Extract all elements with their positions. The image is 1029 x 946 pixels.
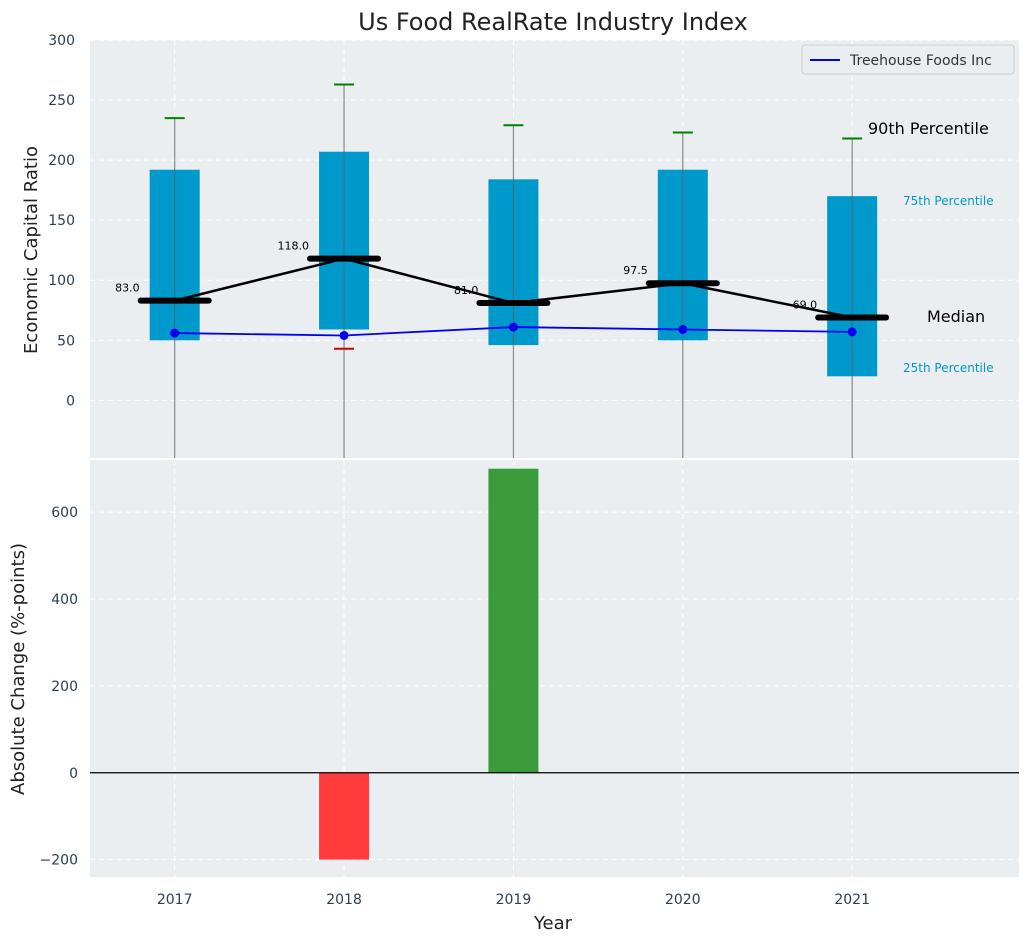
top-ytick-label: 50 xyxy=(57,333,75,349)
bottom-ytick-label: 200 xyxy=(51,679,78,695)
series-layer xyxy=(170,322,857,340)
label-layer: 0 50 100 150 200 250 300 −200 0 200 400 600 2017 2018… xyxy=(40,33,870,908)
bottom-ytick-label: 400 xyxy=(51,592,78,608)
chart-title: Us Food RealRate Industry Index xyxy=(358,8,748,36)
xtick-label: 2020 xyxy=(665,892,701,908)
series-point xyxy=(170,328,180,338)
xtick-label: 2019 xyxy=(496,892,532,908)
top-ytick-label: 150 xyxy=(48,213,75,229)
series-point xyxy=(508,322,518,332)
median-value-label: 83.0 xyxy=(115,282,140,295)
median-value-label: 118.0 xyxy=(278,240,310,253)
top-panel-bg xyxy=(90,40,1019,458)
x-axis-label: Year xyxy=(533,913,573,934)
legend: Treehouse Foods Inc xyxy=(801,44,1015,75)
bottom-ytick-label: −200 xyxy=(40,853,78,869)
change-bar xyxy=(319,772,370,860)
y-axis-label-bottom: Absolute Change (%-points) xyxy=(8,543,29,795)
bottom-ytick-label: 0 xyxy=(69,766,78,782)
xtick-label: 2021 xyxy=(834,892,870,908)
median-value-label: 97.5 xyxy=(623,264,648,277)
series-point xyxy=(847,327,857,337)
box-layer xyxy=(137,83,890,458)
xtick-label: 2018 xyxy=(326,892,362,908)
series-point xyxy=(678,324,688,334)
change-bar xyxy=(488,468,539,773)
annotation-p25: 25th Percentile xyxy=(903,361,994,375)
annotation-p75: 75th Percentile xyxy=(903,194,994,208)
median-value-label: 69.0 xyxy=(793,298,818,311)
top-ytick-label: 100 xyxy=(48,273,75,289)
bars-layer xyxy=(90,468,1019,860)
top-ytick-label: 250 xyxy=(48,93,75,109)
xtick-label: 2017 xyxy=(157,892,193,908)
legend-label: Treehouse Foods Inc xyxy=(849,53,992,69)
series-point xyxy=(339,330,349,340)
y-axis-label-top: Economic Capital Ratio xyxy=(21,146,42,354)
median-value-label: 81.0 xyxy=(454,284,479,297)
median-connector-line xyxy=(174,257,853,319)
bottom-panel-bg xyxy=(90,460,1019,877)
annotation-p90: 90th Percentile xyxy=(868,119,989,138)
top-ytick-label: 300 xyxy=(48,33,75,49)
bottom-ytick-label: 600 xyxy=(51,505,78,521)
annotation-median: Median xyxy=(927,307,985,326)
top-ytick-label: 0 xyxy=(66,393,75,409)
legend-box xyxy=(801,44,1015,75)
top-ytick-label: 200 xyxy=(48,153,75,169)
